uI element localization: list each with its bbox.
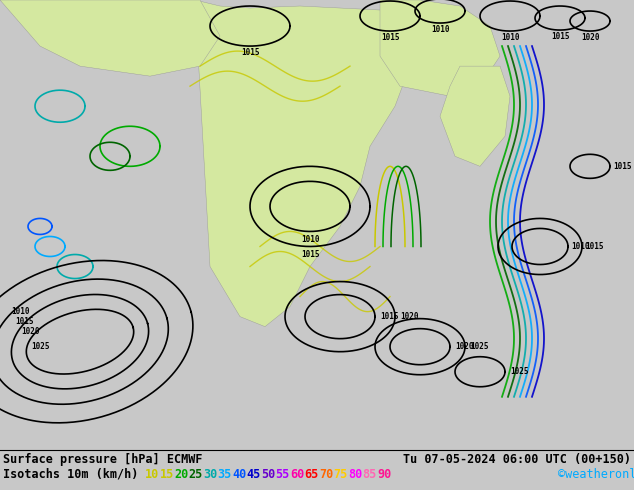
Text: 90: 90 (377, 468, 391, 481)
Polygon shape (195, 0, 410, 327)
Text: 25: 25 (188, 468, 203, 481)
Text: 1015: 1015 (16, 317, 34, 326)
Text: 50: 50 (261, 468, 275, 481)
Text: 70: 70 (319, 468, 333, 481)
Text: 1020: 1020 (21, 327, 39, 336)
Polygon shape (0, 0, 220, 76)
Text: 75: 75 (333, 468, 348, 481)
Text: 1010: 1010 (11, 307, 29, 316)
Text: 1010: 1010 (430, 24, 450, 33)
Polygon shape (440, 66, 510, 166)
Text: 1020: 1020 (581, 32, 599, 42)
Text: 1015: 1015 (551, 31, 569, 41)
Text: 1015: 1015 (381, 32, 399, 42)
Text: 1020: 1020 (455, 342, 474, 351)
Text: 1010: 1010 (571, 242, 590, 251)
Text: 80: 80 (348, 468, 362, 481)
Text: ©weatheronline.co.uk: ©weatheronline.co.uk (558, 468, 634, 481)
Text: 1015: 1015 (613, 162, 631, 171)
Polygon shape (380, 0, 500, 96)
Text: 10: 10 (145, 468, 159, 481)
Text: Surface pressure [hPa] ECMWF: Surface pressure [hPa] ECMWF (3, 453, 202, 466)
Text: 30: 30 (203, 468, 217, 481)
Text: 45: 45 (247, 468, 261, 481)
Text: 1015: 1015 (241, 48, 259, 57)
Text: Tu 07-05-2024 06:00 UTC (00+150): Tu 07-05-2024 06:00 UTC (00+150) (403, 453, 631, 466)
Text: 15: 15 (160, 468, 174, 481)
Text: Isotachs 10m (km/h): Isotachs 10m (km/h) (3, 468, 138, 481)
Text: 85: 85 (363, 468, 377, 481)
Text: 1010: 1010 (301, 235, 320, 244)
Text: 1010: 1010 (501, 32, 519, 42)
Text: 35: 35 (217, 468, 232, 481)
Text: 1015: 1015 (380, 312, 399, 321)
Text: 55: 55 (276, 468, 290, 481)
Text: 1020: 1020 (400, 312, 418, 321)
Text: 1015: 1015 (585, 242, 604, 251)
Text: 40: 40 (232, 468, 246, 481)
Text: 1025: 1025 (510, 367, 529, 376)
Text: 20: 20 (174, 468, 188, 481)
Text: 1025: 1025 (470, 342, 489, 351)
Text: 1015: 1015 (301, 250, 320, 259)
Text: 1025: 1025 (31, 342, 49, 351)
Text: 60: 60 (290, 468, 304, 481)
Text: 65: 65 (304, 468, 319, 481)
